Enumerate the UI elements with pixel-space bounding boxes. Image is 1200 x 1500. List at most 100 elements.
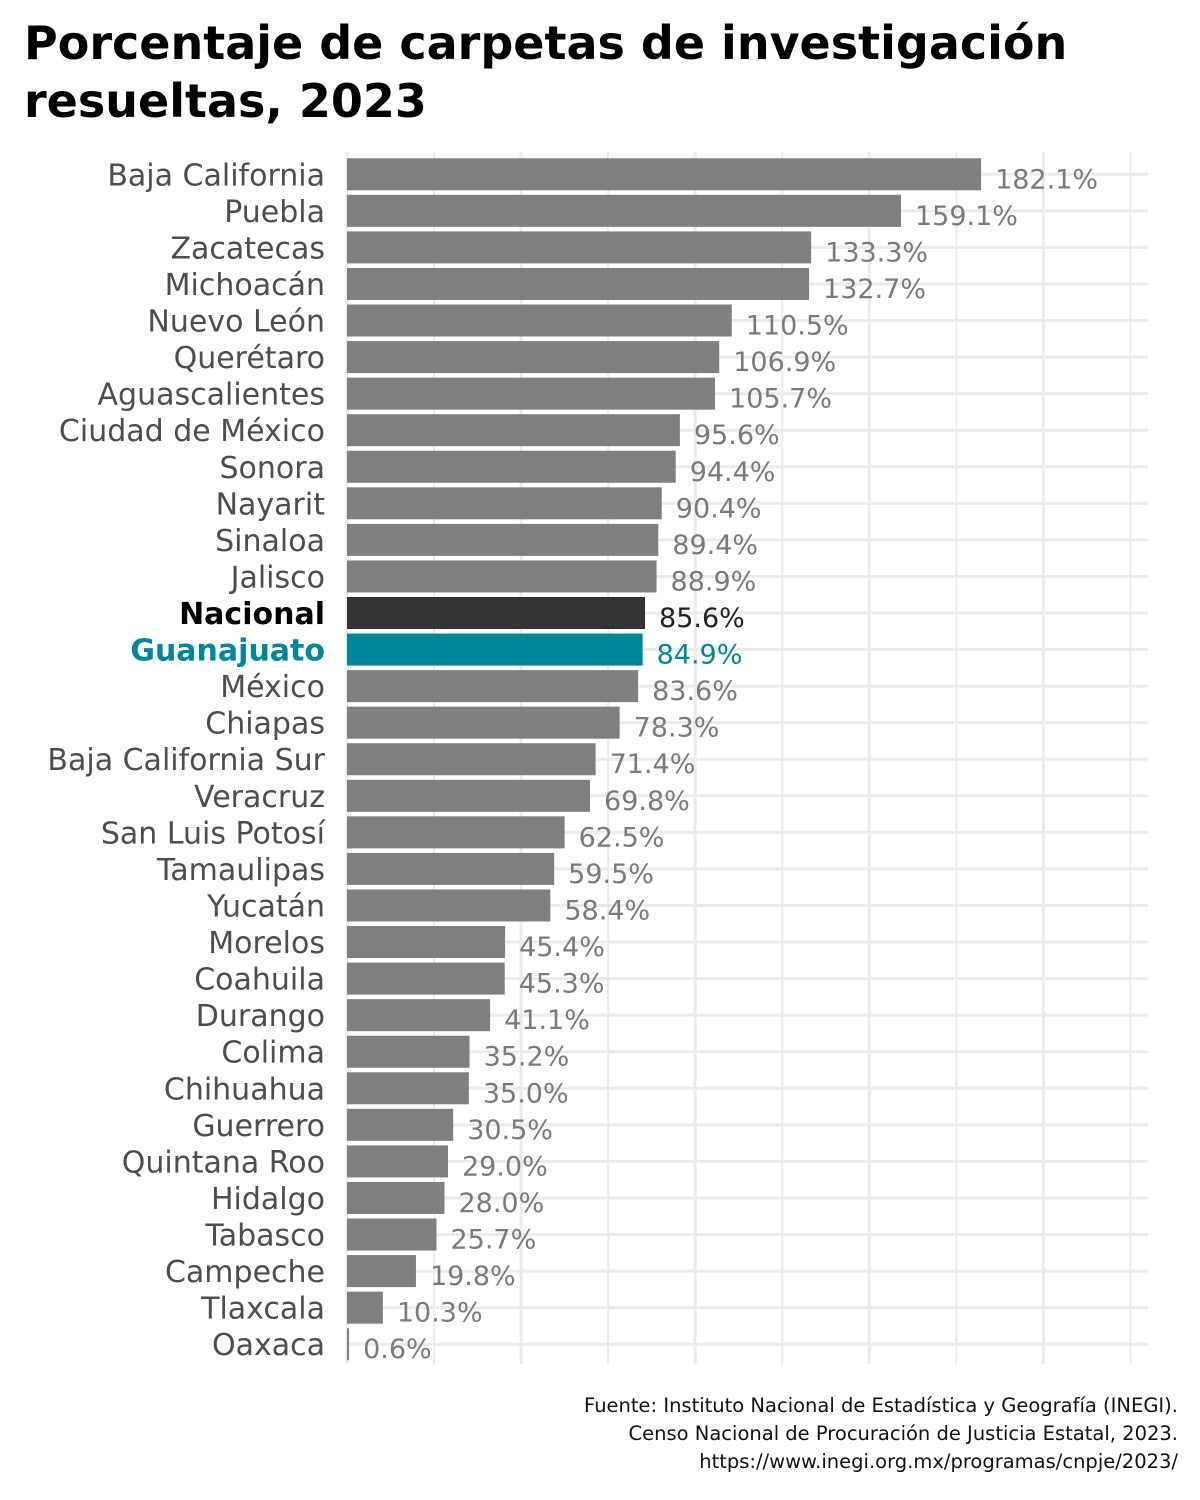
value-label: 10.3%	[397, 1298, 483, 1329]
category-label: Nayarit	[216, 487, 326, 522]
category-label: Campeche	[165, 1255, 325, 1290]
category-label: Colima	[221, 1036, 325, 1071]
bar-16	[347, 743, 596, 776]
value-label: 45.3%	[519, 969, 605, 1000]
bar-24	[347, 1035, 470, 1068]
category-label: Tlaxcala	[200, 1292, 325, 1327]
bar-13	[347, 633, 643, 666]
category-label: Chiapas	[205, 707, 325, 742]
value-label: 29.0%	[462, 1151, 548, 1182]
category-label: Baja California Sur	[47, 743, 325, 778]
category-label: Guerrero	[192, 1109, 325, 1144]
value-label: 30.5%	[467, 1115, 553, 1146]
category-label: Zacatecas	[170, 231, 325, 266]
bar-20	[347, 889, 551, 922]
category-label: Guanajuato	[130, 634, 325, 669]
source-line-2: Censo Nacional de Procuración de Justici…	[628, 1422, 1178, 1445]
category-label: Tamaulipas	[156, 853, 325, 888]
source-note: Fuente: Instituto Nacional de Estadístic…	[584, 1392, 1178, 1476]
bar-30	[347, 1255, 416, 1288]
source-line-1: Fuente: Instituto Nacional de Estadístic…	[584, 1394, 1178, 1417]
bar-18	[347, 816, 565, 849]
bar-10	[347, 523, 659, 556]
bar-12	[347, 597, 646, 629]
bar-25	[347, 1072, 469, 1105]
value-label: 159.1%	[915, 201, 1018, 232]
value-label: 106.9%	[733, 347, 836, 378]
bar-29	[347, 1218, 437, 1251]
category-label: Chihuahua	[164, 1072, 325, 1107]
bar-9	[347, 487, 662, 520]
value-label: 45.4%	[519, 932, 605, 963]
value-label: 133.3%	[825, 237, 928, 268]
bar-0	[347, 158, 982, 191]
value-label: 69.8%	[604, 786, 690, 817]
category-label: Sinaloa	[215, 524, 325, 559]
category-label: Nuevo León	[147, 305, 325, 340]
bar-8	[347, 450, 676, 483]
category-label: Yucatán	[206, 889, 325, 924]
category-label: Puebla	[224, 195, 325, 230]
category-label: Oaxaca	[212, 1328, 325, 1363]
value-label: 59.5%	[568, 859, 654, 890]
category-label: Ciudad de México	[59, 414, 325, 449]
value-label: 62.5%	[579, 822, 665, 853]
bar-14	[347, 670, 639, 703]
bar-19	[347, 852, 555, 885]
bar-2	[347, 231, 812, 264]
category-label: Veracruz	[194, 780, 325, 815]
category-label: Hidalgo	[211, 1182, 325, 1217]
category-label: Morelos	[208, 926, 325, 961]
value-label: 110.5%	[746, 311, 849, 342]
bar-17	[347, 779, 591, 812]
category-label: Nacional	[179, 597, 325, 632]
category-label: Querétaro	[174, 341, 325, 376]
value-labels: 182.1% 159.1% 133.3% 132.7% 110.5% 106.9% 105.…	[363, 164, 1098, 1365]
value-label: 105.7%	[729, 384, 832, 415]
value-label: 35.2%	[484, 1042, 570, 1073]
bar-5	[347, 341, 720, 374]
value-label: 25.7%	[450, 1225, 536, 1256]
value-label: 35.0%	[483, 1078, 569, 1109]
bar-4	[347, 304, 732, 337]
value-label: 85.6%	[659, 603, 745, 634]
value-label: 28.0%	[458, 1188, 544, 1219]
bar-11	[347, 560, 657, 593]
bar-chart: Baja CaliforniaPueblaZacatecasMichoacánN…	[47, 152, 1148, 1365]
bar-15	[347, 706, 620, 739]
value-label: 71.4%	[610, 749, 696, 780]
category-label: Michoacán	[165, 268, 325, 303]
bar-6	[347, 377, 716, 410]
category-label: Jalisco	[229, 560, 325, 595]
category-label: Sonora	[220, 451, 325, 486]
value-label: 83.6%	[652, 676, 738, 707]
bar-21	[347, 926, 506, 959]
category-label: Aguascalientes	[98, 378, 325, 413]
value-label: 182.1%	[995, 164, 1098, 195]
chart-title: Porcentaje de carpetas de investigación …	[24, 16, 1068, 128]
bar-26	[347, 1108, 454, 1141]
grid-lines	[345, 152, 1148, 1364]
category-labels: Baja CaliforniaPueblaZacatecasMichoacánN…	[47, 158, 326, 1363]
value-label: 58.4%	[564, 895, 650, 926]
value-label: 78.3%	[634, 713, 720, 744]
bar-23	[347, 999, 491, 1032]
bar-22	[347, 962, 505, 995]
bar-28	[347, 1181, 445, 1214]
value-label: 41.1%	[504, 1005, 590, 1036]
source-line-3[interactable]: https://www.inegi.org.mx/programas/cnpje…	[699, 1450, 1178, 1473]
bars	[347, 158, 982, 1361]
category-label: Baja California	[107, 158, 325, 193]
category-label: San Luis Potosí	[101, 816, 327, 851]
value-label: 0.6%	[363, 1334, 432, 1365]
category-label: Quintana Roo	[122, 1145, 325, 1180]
bar-27	[347, 1145, 448, 1178]
value-label: 94.4%	[690, 457, 776, 488]
bar-1	[347, 194, 901, 227]
bar-31	[347, 1291, 383, 1324]
category-label: Coahuila	[194, 963, 325, 998]
value-label: 89.4%	[672, 530, 758, 561]
bar-3	[347, 267, 810, 300]
value-label: 95.6%	[694, 420, 780, 451]
value-label: 88.9%	[671, 566, 757, 597]
